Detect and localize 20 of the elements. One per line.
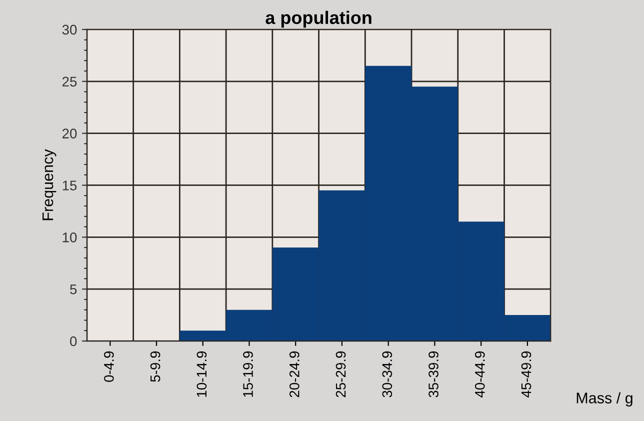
x-tick-label: 30-34.9: [382, 351, 392, 398]
y-tick-label: 30: [62, 24, 77, 35]
x-tick-label: 15-19.9: [243, 351, 253, 397]
x-tick-label: 40-44.9: [474, 351, 485, 398]
y-tick-label: 20: [62, 128, 77, 138]
x-tick-label: 5-9.9: [150, 351, 160, 382]
x-tick-label: 35-39.9: [428, 351, 438, 398]
y-tick-label: 15: [62, 180, 77, 190]
x-tick-label: 20-24.9: [289, 351, 300, 398]
x-axis-title: Mass / g: [576, 392, 632, 406]
x-tick-label: 10-14.9: [196, 351, 207, 397]
y-axis-title: Frequency: [42, 149, 56, 220]
x-tick-label: 0-4.9: [104, 351, 114, 382]
chart-title: a population: [266, 10, 372, 28]
x-tick-label: 45-49.9: [521, 351, 532, 398]
y-tick-label: 25: [62, 76, 77, 87]
y-tick-label: 5: [70, 284, 77, 294]
x-tick-label: 25-29.9: [336, 351, 346, 398]
y-tick-label: 10: [62, 232, 77, 242]
y-tick-label: 0: [70, 336, 77, 346]
